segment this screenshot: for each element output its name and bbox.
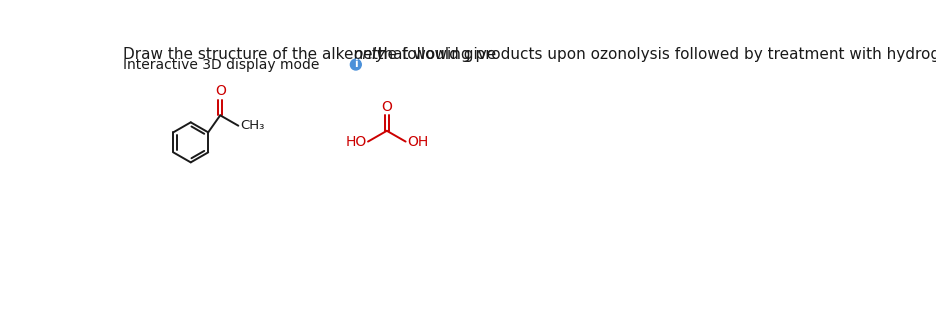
Text: O: O	[381, 100, 392, 114]
Text: Draw the structure of the alkene that would give: Draw the structure of the alkene that wo…	[124, 47, 501, 62]
Text: OH: OH	[407, 135, 428, 148]
Text: O: O	[214, 84, 226, 98]
Text: the following products upon ozonolysis followed by treatment with hydrogen perox: the following products upon ozonolysis f…	[366, 47, 936, 62]
Text: CH₃: CH₃	[240, 119, 264, 132]
Text: HO: HO	[344, 135, 366, 148]
Text: i: i	[354, 59, 358, 69]
Circle shape	[350, 59, 361, 70]
Text: Interactive 3D display mode: Interactive 3D display mode	[124, 59, 319, 72]
Text: only: only	[353, 47, 385, 62]
